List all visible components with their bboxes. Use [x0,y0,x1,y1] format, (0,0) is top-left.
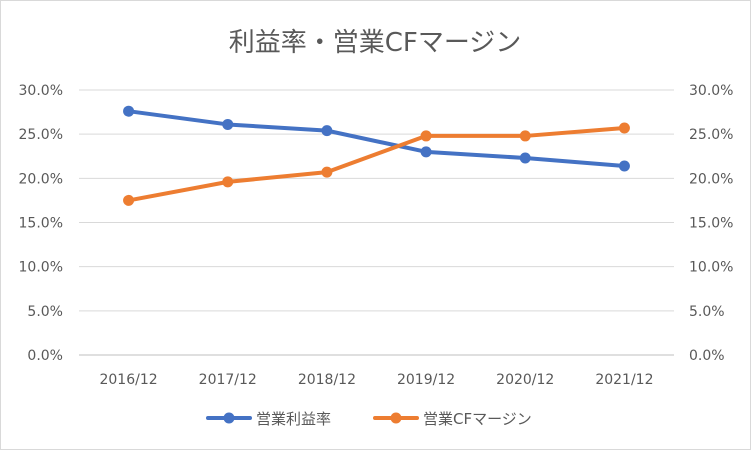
data-point [222,118,234,130]
legend-swatch-marker [390,412,402,424]
series-line [126,125,627,203]
y-tick-label-right: 25.0% [689,127,733,143]
data-point [420,146,432,158]
series [123,122,630,206]
y-tick-label-right: 20.0% [689,171,733,187]
gridlines [79,89,674,356]
y-tick-label-right: 0.0% [689,348,725,364]
chart-title: 利益率・営業CFマージン [229,28,522,58]
y-tick-label-right: 10.0% [689,260,733,276]
x-tick-label: 2017/12 [199,372,257,388]
data-point [618,160,630,172]
y-tick-label-right: 15.0% [689,216,733,232]
x-axis: 2016/12 2017/12 2018/12 2019/12 2020/12 2021/… [99,372,653,388]
y-tick-label-left: 25.0% [19,127,63,143]
x-tick-label: 2021/12 [595,372,653,388]
y-tick-label-left: 5.0% [27,304,63,320]
y-tick-label-left: 15.0% [19,216,63,232]
legend: 営業利益率 営業CFマージン [206,410,532,428]
data-point [321,166,333,178]
series [123,105,630,172]
legend-item: 営業利益率 [206,410,331,428]
y-tick-label-left: 30.0% [19,83,63,99]
series-lines [123,105,630,206]
y-tick-label-right: 5.0% [689,304,725,320]
legend-label: 営業利益率 [256,410,331,428]
data-point [618,122,630,134]
x-tick-label: 2019/12 [397,372,455,388]
x-tick-label: 2018/12 [298,372,356,388]
x-tick-label: 2020/12 [496,372,554,388]
legend-item: 営業CFマージン [373,410,532,428]
y-axis-right: 0.0% 5.0% 10.0% 15.0% 20.0% 25.0% 30.0% [689,83,733,364]
data-point [519,152,531,164]
legend-label: 営業CFマージン [423,410,532,428]
x-tick-label: 2016/12 [99,372,157,388]
data-point [123,194,135,206]
y-tick-label-left: 10.0% [19,260,63,276]
y-axis-left: 0.0% 5.0% 10.0% 15.0% 20.0% 25.0% 30.0% [19,83,63,364]
legend-swatch-marker [223,412,235,424]
data-point [123,105,135,117]
y-tick-label-left: 20.0% [19,171,63,187]
data-point [222,176,234,188]
data-point [321,125,333,137]
data-point [519,130,531,142]
y-tick-label-right: 30.0% [689,83,733,99]
y-tick-label-left: 0.0% [27,348,63,364]
series-line [126,109,627,168]
data-point [420,130,432,142]
